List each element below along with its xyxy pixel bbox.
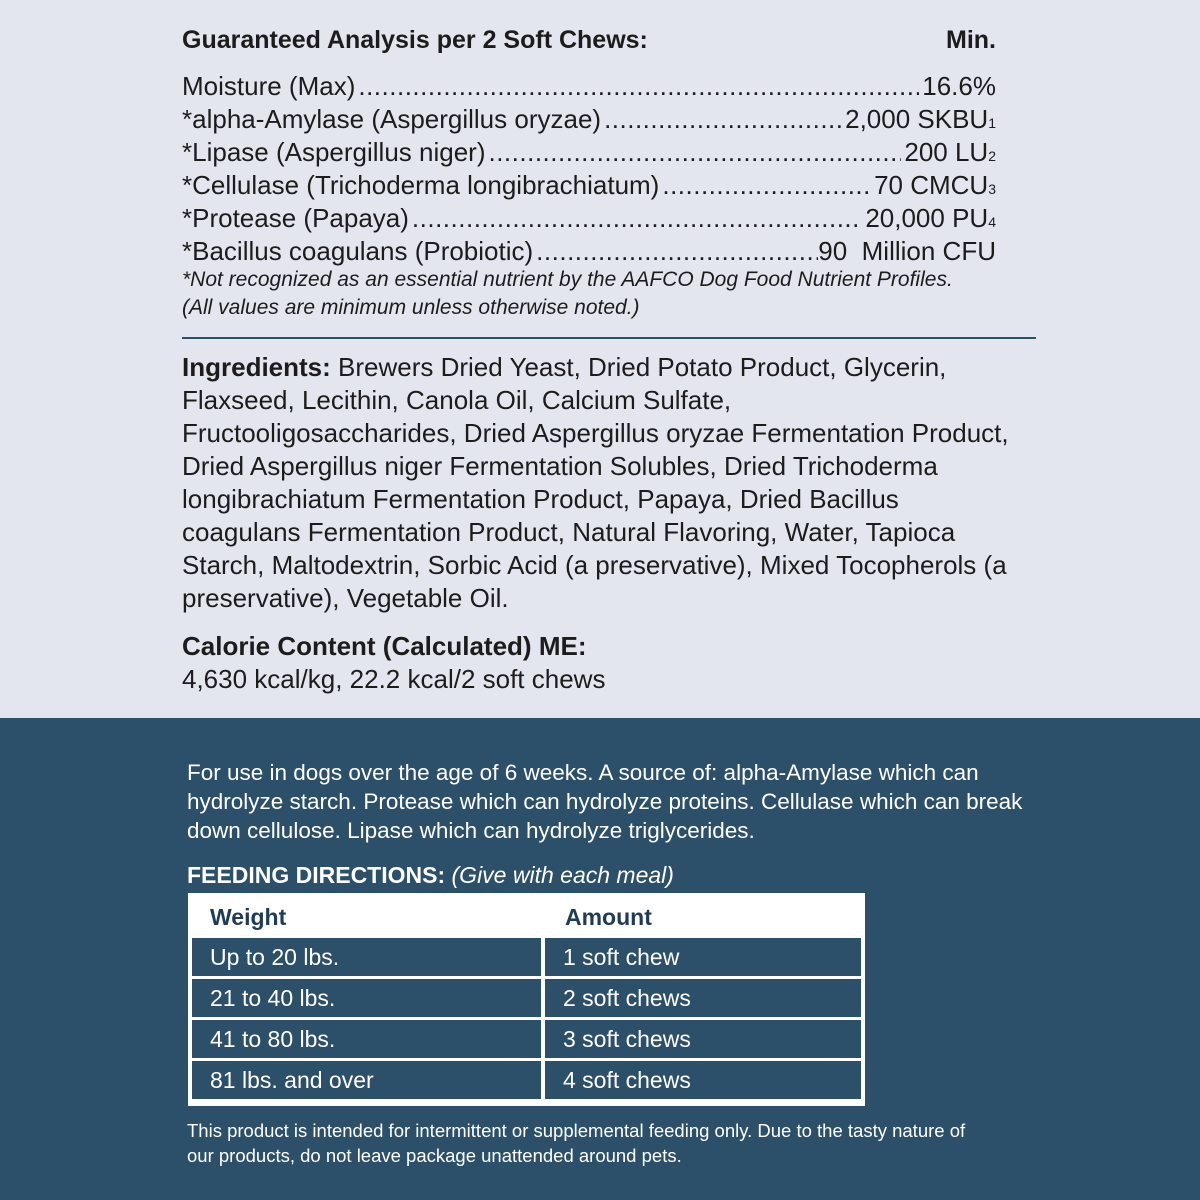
analysis-row: *Cellulase (Trichoderma longibrachiatum)… — [182, 169, 996, 202]
nutrient-name: *Bacillus coagulans (Probiotic) — [182, 236, 534, 266]
feeding-table: Weight Amount Up to 20 lbs. 1 soft chew 21… — [188, 893, 865, 1106]
calorie-content: Calorie Content (Calculated) ME: 4,630 k… — [182, 630, 605, 696]
table-row: 21 to 40 lbs. 2 soft chews — [192, 979, 861, 1017]
analysis-row: *alpha-Amylase (Aspergillus oryzae) 2,000… — [182, 103, 996, 136]
ingredients: Ingredients: Brewers Dried Yeast, Dried … — [182, 351, 1012, 615]
nutrient-value: 2,000 SKBU — [845, 104, 989, 134]
cell-weight: 21 to 40 lbs. — [192, 979, 541, 1017]
table-header: Weight Amount — [192, 896, 861, 938]
cell-weight: 81 lbs. and over — [192, 1061, 541, 1099]
calorie-label: Calorie Content (Calculated) ME: — [182, 631, 587, 661]
analysis-title: Guaranteed Analysis per 2 Soft Chews: — [182, 26, 648, 54]
analysis-panel: Guaranteed Analysis per 2 Soft Chews: Mi… — [0, 0, 1200, 718]
table-row: 41 to 80 lbs. 3 soft chews — [192, 1020, 861, 1058]
cell-amount: 2 soft chews — [545, 979, 861, 1017]
nutrient-value: 20,000 PU — [865, 203, 989, 233]
feeding-label: FEEDING DIRECTIONS: — [187, 862, 446, 888]
analysis-row: Moisture (Max) 16.6% — [182, 70, 996, 103]
nutrient-value: 70 CMCU — [874, 170, 989, 200]
nutrient-value: 90 Million CFU — [818, 236, 996, 266]
nutrient-value: 200 LU — [904, 137, 989, 167]
footnote-mark: 1 — [988, 115, 996, 131]
nutrient-name: Moisture (Max) — [182, 71, 356, 101]
nutrient-name: *Protease (Papaya) — [182, 203, 409, 233]
table-row: Up to 20 lbs. 1 soft chew — [192, 938, 861, 976]
analysis-row: *Lipase (Aspergillus niger) 200 LU2 — [182, 136, 996, 169]
usage-description: For use in dogs over the age of 6 weeks.… — [187, 760, 1023, 843]
analysis-row: *Protease (Papaya) 20,000 PU4 — [182, 202, 996, 235]
analysis-column-label: Min. — [946, 26, 996, 54]
disclaimer: This product is intended for intermitten… — [187, 1120, 966, 1166]
directions-panel: For use in dogs over the age of 6 weeks.… — [0, 718, 1200, 1200]
ingredients-text: Brewers Dried Yeast, Dried Potato Produc… — [182, 352, 1009, 613]
header-amount: Amount — [565, 903, 652, 930]
analysis-header: Guaranteed Analysis per 2 Soft Chews: Mi… — [182, 26, 996, 55]
header-weight: Weight — [210, 903, 287, 930]
analysis-note: *Not recognized as an essential nutrient… — [182, 266, 1052, 322]
table-row: 81 lbs. and over 4 soft chews — [192, 1061, 861, 1099]
nutrient-name: *Lipase (Aspergillus niger) — [182, 137, 486, 167]
cell-weight: 41 to 80 lbs. — [192, 1020, 541, 1058]
feeding-sublabel: (Give with each meal) — [445, 862, 674, 888]
cell-amount: 3 soft chews — [545, 1020, 861, 1058]
cell-weight: Up to 20 lbs. — [192, 938, 541, 976]
analysis-rows: Moisture (Max) 16.6% *alpha-Amylase (Aspe… — [182, 70, 996, 268]
divider — [182, 337, 1036, 339]
analysis-row: *Bacillus coagulans (Probiotic) 90 Millio… — [182, 235, 996, 268]
calorie-value: 4,630 kcal/kg, 22.2 kcal/2 soft chews — [182, 664, 606, 694]
note-minimum: (All values are minimum unless otherwise… — [182, 296, 640, 319]
note-aafco: *Not recognized as an essential nutrient… — [182, 268, 953, 291]
footnote-mark: 2 — [988, 148, 996, 164]
footnote-mark: 4 — [988, 214, 996, 230]
cell-amount: 1 soft chew — [545, 938, 861, 976]
ingredients-label: Ingredients: — [182, 352, 331, 382]
feeding-directions-heading: FEEDING DIRECTIONS: (Give with each meal… — [187, 862, 674, 889]
nutrient-name: *alpha-Amylase (Aspergillus oryzae) — [182, 104, 602, 134]
cell-amount: 4 soft chews — [545, 1061, 861, 1099]
nutrient-name: *Cellulase (Trichoderma longibrachiatum) — [182, 170, 660, 200]
nutrient-value: 16.6% — [922, 71, 996, 101]
footnote-mark: 3 — [988, 181, 996, 197]
